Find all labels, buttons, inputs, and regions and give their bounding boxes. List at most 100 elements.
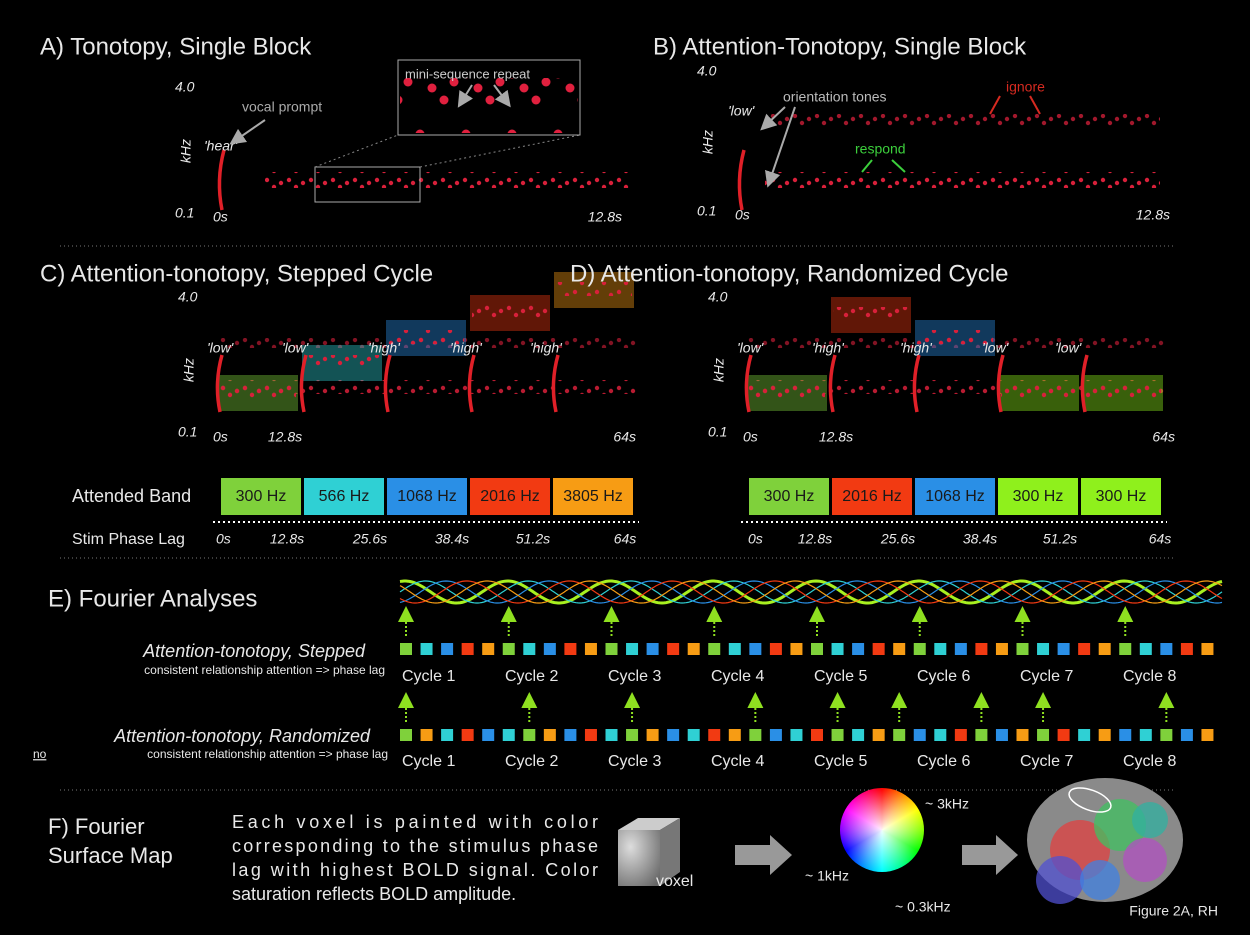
voxel-cube-front xyxy=(618,830,660,886)
prompt-label: 'low' xyxy=(282,340,310,356)
band-square xyxy=(708,729,721,741)
flow-arrow xyxy=(962,835,1018,875)
band-label: 300 Hz xyxy=(1013,488,1064,505)
band-square xyxy=(893,643,906,655)
connector xyxy=(861,159,873,173)
band-square xyxy=(872,643,885,655)
prompt-label: 'low' xyxy=(737,340,765,356)
band-square xyxy=(995,729,1008,741)
vocal-prompt xyxy=(467,354,476,413)
band-box xyxy=(1081,478,1161,515)
voxel-cube-top xyxy=(618,818,680,830)
panel-title: F) Fourier xyxy=(48,814,145,839)
band-square xyxy=(1139,729,1152,741)
band-square xyxy=(461,729,474,741)
prompt-label: 'high' xyxy=(900,340,933,356)
band-square xyxy=(1037,729,1050,741)
lag-label: 38.4s xyxy=(435,531,469,547)
roi-outline xyxy=(1068,787,1112,813)
axis-title: kHz xyxy=(711,358,727,382)
band-square xyxy=(543,643,556,655)
band-square xyxy=(1201,643,1214,655)
cycle-label: Cycle 5 xyxy=(814,668,867,685)
band-square xyxy=(913,643,926,655)
band-square xyxy=(667,729,680,741)
band-square xyxy=(790,729,803,741)
band-square xyxy=(646,729,659,741)
tone-dots xyxy=(917,330,993,344)
band-square xyxy=(646,643,659,655)
vocal-prompt xyxy=(383,354,392,413)
band-square xyxy=(995,643,1008,655)
lag-label: 51.2s xyxy=(1043,531,1077,547)
annotation: ignore xyxy=(1006,79,1045,95)
lag-label: 0s xyxy=(748,531,763,547)
band-square xyxy=(667,643,680,655)
prompt-label: 'hear' xyxy=(204,138,239,154)
connector xyxy=(493,84,511,108)
vocal-prompt xyxy=(215,354,224,413)
vocal-prompt xyxy=(551,354,560,413)
band-box xyxy=(387,478,467,515)
caption: Figure 2A, RH xyxy=(1129,903,1218,919)
band-square xyxy=(954,729,967,741)
band-square xyxy=(769,643,782,655)
cycle-label: Cycle 3 xyxy=(608,668,661,685)
band-box xyxy=(470,478,550,515)
prompt-label: 'low' xyxy=(1055,340,1083,356)
time-label: 12.8s xyxy=(268,429,302,445)
band-square xyxy=(1057,643,1070,655)
cycle-label: Cycle 8 xyxy=(1123,753,1176,770)
axis-bottom-label: 0.1 xyxy=(708,424,727,440)
phase-wave xyxy=(399,580,1223,604)
axis-bottom-label: 0.1 xyxy=(178,424,197,440)
prompt-label: 'low' xyxy=(982,340,1010,356)
axis-title: kHz xyxy=(181,358,197,382)
band-square xyxy=(811,643,823,655)
band-square xyxy=(626,729,639,741)
prompt-label: 'high' xyxy=(812,340,845,356)
band-square xyxy=(954,643,967,655)
tone-dots xyxy=(220,385,296,399)
wheel-label: ~ 3kHz xyxy=(925,796,969,812)
band-square xyxy=(1016,643,1029,655)
band-square xyxy=(482,729,495,741)
band-square xyxy=(400,729,412,741)
row-subtitle-emphasis: no xyxy=(33,747,47,761)
connector xyxy=(419,134,581,168)
band-label: 300 Hz xyxy=(1096,488,1147,505)
time-label: 64s xyxy=(1152,429,1175,445)
band-square xyxy=(523,643,536,655)
band-square xyxy=(502,643,515,655)
band-square xyxy=(687,643,700,655)
tone-dots xyxy=(472,305,548,319)
band-label: 2016 Hz xyxy=(842,488,902,505)
tone-dots xyxy=(749,385,825,399)
band-label: 300 Hz xyxy=(764,488,815,505)
cycle-label: Cycle 7 xyxy=(1020,753,1073,770)
phase-wave xyxy=(399,580,1223,604)
band-square xyxy=(975,643,988,655)
connector xyxy=(457,84,474,108)
axis-top-label: 4.0 xyxy=(178,289,198,305)
band-box xyxy=(304,478,384,515)
cycle-label: Cycle 2 xyxy=(505,668,558,685)
band-square xyxy=(728,643,741,655)
zoom-box xyxy=(314,166,421,203)
prompt-label: 'high' xyxy=(450,340,483,356)
wheel-label: ~ 1kHz xyxy=(805,868,849,884)
cycle-label: Cycle 5 xyxy=(814,753,867,770)
band-square xyxy=(708,643,721,655)
tone-dots xyxy=(218,380,636,394)
activation-blob xyxy=(1132,802,1168,838)
tone-dots xyxy=(304,355,380,369)
connector xyxy=(760,106,786,131)
band-square xyxy=(1119,643,1132,655)
row-subtitle: consistent relationship attention => pha… xyxy=(144,663,385,677)
time-label: 12.8s xyxy=(819,429,853,445)
axis-top-label: 4.0 xyxy=(708,289,728,305)
activation-blob xyxy=(1036,856,1084,904)
inset-dots xyxy=(400,78,578,133)
connector xyxy=(765,106,796,188)
band-square xyxy=(728,729,741,741)
